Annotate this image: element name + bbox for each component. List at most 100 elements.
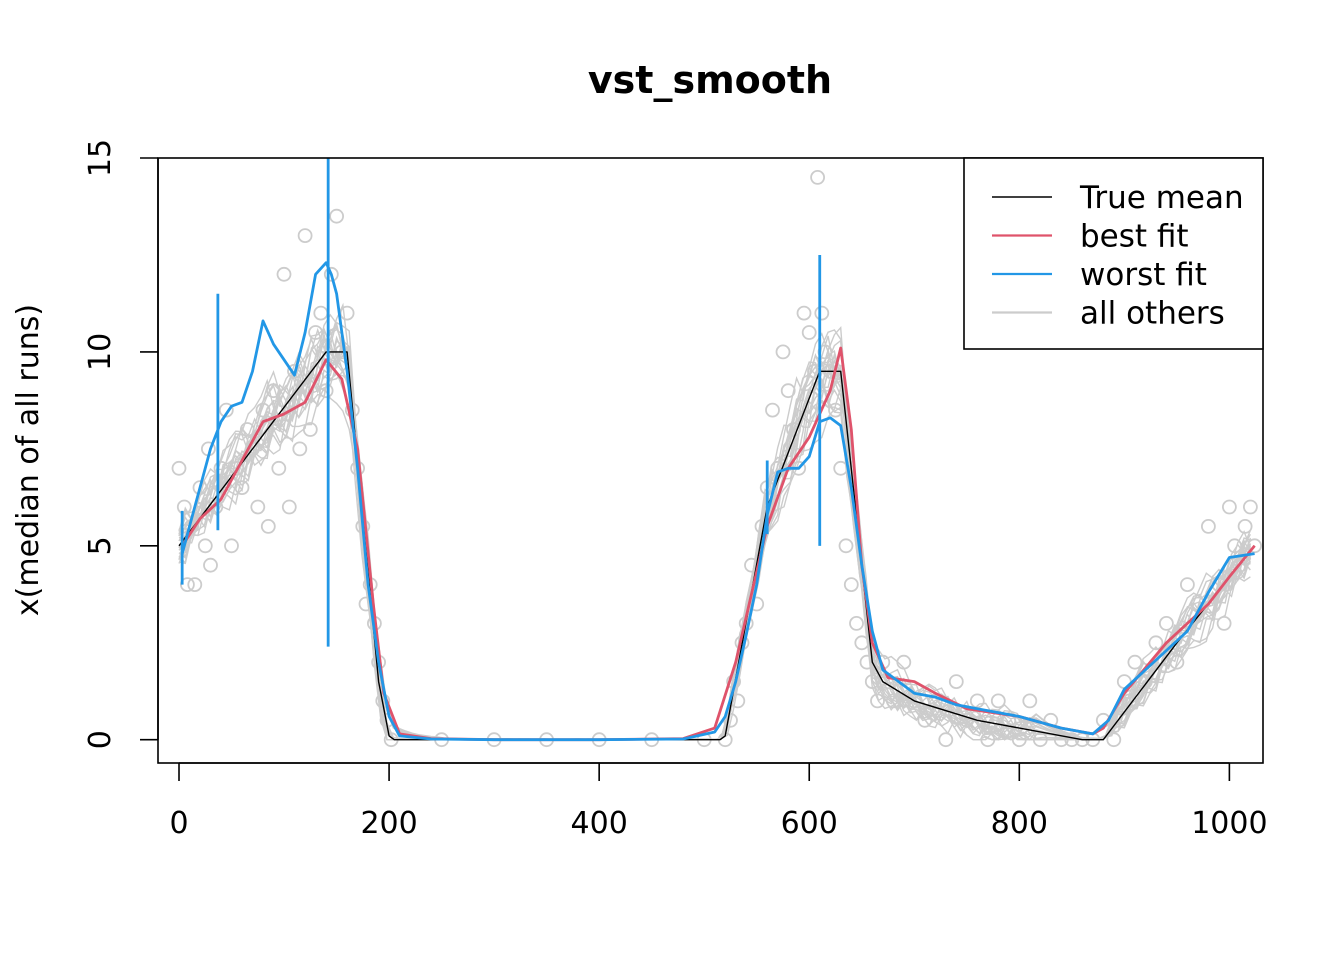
all-others-point bbox=[1227, 538, 1242, 554]
all-others-point bbox=[1106, 732, 1122, 748]
all-others-point bbox=[276, 266, 292, 282]
all-others-point bbox=[171, 460, 187, 476]
y-tick-label: 0 bbox=[83, 730, 118, 749]
all-others-point bbox=[1237, 519, 1253, 534]
all-others-line bbox=[178, 332, 1252, 741]
y-tick-label: 5 bbox=[83, 536, 118, 555]
all-others-point bbox=[1043, 712, 1059, 728]
all-others-point bbox=[859, 654, 875, 670]
all-others-point bbox=[239, 422, 255, 437]
all-others-point bbox=[775, 344, 791, 360]
all-others-point bbox=[854, 635, 870, 651]
x-tick-label: 400 bbox=[571, 806, 628, 841]
all-others-point bbox=[786, 422, 801, 437]
all-others-point bbox=[297, 228, 313, 244]
all-others-line bbox=[178, 337, 1251, 741]
all-others-point bbox=[801, 325, 817, 340]
y-tick-label: 10 bbox=[83, 333, 118, 371]
all-others-line bbox=[178, 326, 1252, 741]
legend-label: best fit bbox=[1080, 219, 1189, 255]
chart-title: vst_smooth bbox=[588, 58, 832, 102]
all-others-point bbox=[1247, 538, 1262, 554]
all-others-point bbox=[1232, 557, 1248, 573]
all-others-point bbox=[796, 305, 812, 321]
legend-box bbox=[963, 157, 1264, 350]
all-others-point bbox=[1138, 674, 1153, 689]
all-others-point bbox=[1064, 732, 1080, 748]
all-others-point bbox=[1032, 732, 1048, 748]
legend-label: worst fit bbox=[1080, 257, 1207, 293]
x-tick-label: 600 bbox=[781, 806, 838, 841]
all-others-line bbox=[178, 359, 1252, 741]
all-others-line bbox=[178, 302, 1252, 741]
all-others-point bbox=[833, 460, 849, 476]
all-others-line bbox=[178, 331, 1252, 741]
y-tick-label: 15 bbox=[83, 139, 118, 177]
all-others-point bbox=[1127, 654, 1143, 670]
all-others-point bbox=[313, 305, 329, 321]
all-others-point bbox=[1243, 499, 1258, 515]
all-others-point bbox=[287, 363, 302, 379]
all-others-point bbox=[234, 480, 250, 496]
all-others-point bbox=[959, 712, 975, 728]
x-tick-label: 200 bbox=[360, 806, 417, 841]
all-others-point bbox=[864, 674, 880, 689]
all-others-point bbox=[810, 169, 825, 185]
all-others-point bbox=[838, 538, 854, 554]
legend-label: all others bbox=[1080, 296, 1225, 332]
all-others-point bbox=[828, 402, 843, 418]
all-others-point bbox=[260, 519, 276, 534]
all-others-point bbox=[229, 460, 245, 476]
all-others-point bbox=[980, 732, 996, 748]
all-others-point bbox=[203, 557, 218, 573]
all-others-point bbox=[1053, 732, 1069, 748]
all-others-point bbox=[1148, 635, 1164, 651]
all-others-line bbox=[178, 359, 1251, 741]
all-others-point bbox=[271, 460, 287, 476]
all-others-line bbox=[178, 335, 1252, 741]
all-others-point bbox=[765, 402, 780, 418]
all-others-line bbox=[178, 354, 1252, 741]
all-others-point bbox=[814, 305, 830, 321]
best-fit-line bbox=[181, 346, 1256, 742]
all-others-point bbox=[266, 383, 281, 399]
all-others-point bbox=[308, 325, 324, 340]
all-others-point bbox=[948, 674, 964, 689]
x-tick-label: 800 bbox=[991, 806, 1048, 841]
all-others-line bbox=[178, 338, 1252, 741]
all-others-point bbox=[292, 441, 308, 457]
worst-fit-line bbox=[180, 261, 1255, 742]
all-others-point bbox=[323, 266, 339, 282]
all-others-point bbox=[896, 654, 912, 670]
all-others-line bbox=[178, 327, 1251, 741]
all-others-point bbox=[1201, 519, 1216, 534]
true-mean-line bbox=[178, 351, 1256, 741]
all-others-line bbox=[178, 325, 1251, 741]
all-others-point bbox=[1180, 577, 1195, 592]
all-others-point bbox=[1011, 732, 1027, 748]
all-others-point bbox=[255, 402, 271, 418]
all-others-point bbox=[192, 480, 208, 496]
all-others-point bbox=[302, 422, 318, 437]
all-others-point bbox=[281, 499, 297, 515]
all-others-point bbox=[1159, 616, 1174, 631]
all-others-line bbox=[178, 339, 1252, 741]
y-axis-label: x(median of all runs) bbox=[11, 304, 46, 616]
all-others-point bbox=[780, 383, 796, 399]
all-others-point bbox=[1169, 654, 1185, 670]
x-tick-label: 1000 bbox=[1191, 806, 1267, 841]
all-others-point bbox=[187, 577, 203, 592]
all-others-point bbox=[917, 712, 933, 728]
all-others-point bbox=[938, 732, 954, 748]
all-others-line bbox=[178, 326, 1252, 741]
all-others-point bbox=[885, 693, 901, 709]
all-others-point bbox=[1216, 616, 1232, 631]
all-others-point bbox=[1222, 499, 1237, 515]
legend-label: True mean bbox=[1079, 180, 1244, 216]
all-others-line bbox=[178, 321, 1251, 741]
all-others-point bbox=[329, 208, 345, 224]
all-others-line bbox=[178, 366, 1251, 741]
all-others-point bbox=[197, 538, 213, 554]
